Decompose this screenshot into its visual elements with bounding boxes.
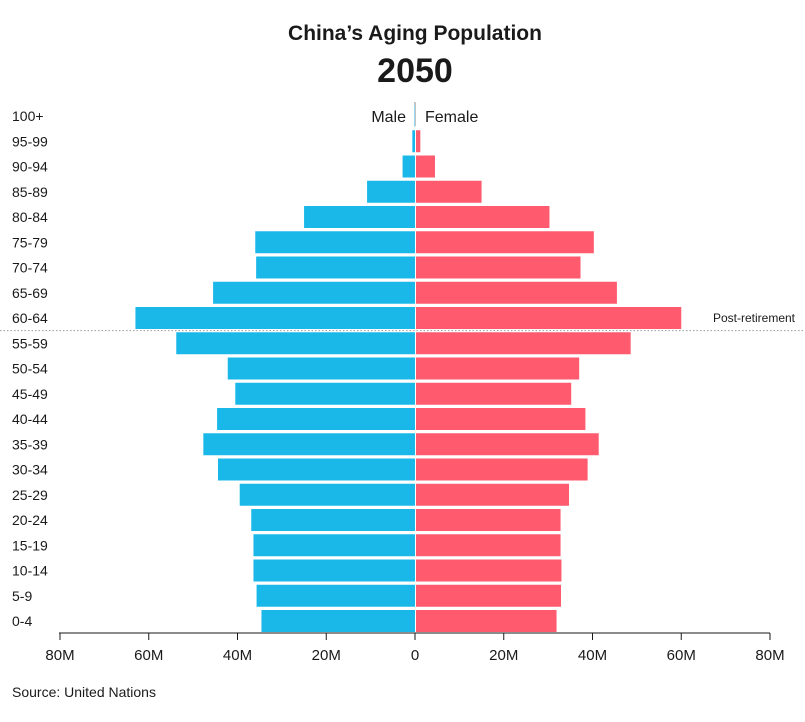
bar-female-30-34 bbox=[416, 458, 588, 481]
category-label-80-84: 80-84 bbox=[12, 209, 48, 225]
category-labels: 100+ 95-99 90-94 85-89 80-84 75-79 70-74 65-69 6… bbox=[12, 108, 48, 629]
legend-male-label: Male bbox=[371, 109, 406, 126]
x-tick-label-5: 20M bbox=[489, 647, 518, 664]
chart-title: China’s Aging Population bbox=[288, 22, 542, 45]
bar-male-40-44 bbox=[217, 408, 415, 430]
bar-female-80-84 bbox=[416, 206, 550, 228]
bar-male-65-69 bbox=[213, 281, 415, 304]
bar-male-45-49 bbox=[235, 382, 415, 405]
category-label-75-79: 75-79 bbox=[12, 234, 48, 250]
bar-female-60-64 bbox=[416, 307, 682, 329]
bar-female-20-24 bbox=[416, 509, 561, 531]
bar-male-90-94 bbox=[402, 155, 415, 178]
bar-male-70-74 bbox=[256, 256, 415, 279]
bar-female-0-4 bbox=[416, 610, 557, 632]
bar-female-40-44 bbox=[416, 408, 586, 430]
bar-male-80-84 bbox=[304, 206, 415, 228]
category-label-25-29: 25-29 bbox=[12, 487, 48, 503]
bar-female-65-69 bbox=[416, 281, 617, 304]
category-label-60-64: 60-64 bbox=[12, 310, 48, 326]
bars-layer bbox=[135, 105, 682, 632]
bar-male-75-79 bbox=[255, 231, 415, 254]
legend-female-label: Female bbox=[425, 109, 478, 126]
category-label-35-39: 35-39 bbox=[12, 436, 48, 452]
chart-subtitle: 2050 bbox=[377, 52, 453, 90]
bar-female-95-99 bbox=[416, 130, 421, 153]
bar-male-60-64 bbox=[135, 307, 415, 329]
category-label-5-9: 5-9 bbox=[12, 588, 32, 604]
bar-male-50-54 bbox=[227, 357, 415, 380]
category-label-40-44: 40-44 bbox=[12, 411, 48, 427]
bar-female-50-54 bbox=[416, 357, 580, 380]
x-tick-label-2: 40M bbox=[223, 647, 252, 664]
category-label-55-59: 55-59 bbox=[12, 335, 48, 351]
category-label-85-89: 85-89 bbox=[12, 184, 48, 200]
category-label-20-24: 20-24 bbox=[12, 512, 48, 528]
bar-female-15-19 bbox=[416, 534, 561, 557]
bar-male-15-19 bbox=[253, 534, 415, 557]
x-tick-label-1: 60M bbox=[134, 647, 163, 664]
bar-female-70-74 bbox=[416, 256, 581, 279]
post-retirement-annotation: Post-retirement bbox=[713, 311, 796, 325]
x-tick-label-6: 40M bbox=[578, 647, 607, 664]
category-label-0-4: 0-4 bbox=[12, 613, 32, 629]
category-label-70-74: 70-74 bbox=[12, 260, 48, 276]
bar-female-90-94 bbox=[416, 155, 435, 178]
category-label-50-54: 50-54 bbox=[12, 361, 48, 377]
category-label-90-94: 90-94 bbox=[12, 159, 48, 175]
bar-male-5-9 bbox=[256, 584, 415, 607]
bar-female-5-9 bbox=[416, 584, 561, 607]
category-label-95-99: 95-99 bbox=[12, 133, 48, 149]
category-label-45-49: 45-49 bbox=[12, 386, 48, 402]
category-label-10-14: 10-14 bbox=[12, 563, 48, 579]
bar-male-85-89 bbox=[367, 180, 415, 203]
bar-female-85-89 bbox=[416, 180, 482, 203]
category-label-30-34: 30-34 bbox=[12, 462, 48, 478]
bar-female-10-14 bbox=[416, 559, 562, 582]
bar-female-45-49 bbox=[416, 382, 572, 405]
x-tick-label-8: 80M bbox=[755, 647, 784, 664]
bar-male-95-99 bbox=[412, 130, 415, 153]
bar-male-55-59 bbox=[176, 332, 415, 355]
bar-male-0-4 bbox=[261, 610, 415, 632]
x-tick-label-3: 20M bbox=[312, 647, 341, 664]
bar-male-10-14 bbox=[253, 559, 415, 582]
x-tick-label-4: 0 bbox=[411, 647, 419, 664]
category-label-65-69: 65-69 bbox=[12, 285, 48, 301]
bar-female-55-59 bbox=[416, 332, 631, 355]
category-label-100-plus: 100+ bbox=[12, 108, 44, 124]
bar-female-75-79 bbox=[416, 231, 594, 254]
x-tick-label-0: 80M bbox=[45, 647, 74, 664]
x-axis-ticks: 80M 60M 40M 20M 0 20M 40M 60M 80M bbox=[45, 633, 785, 664]
bar-female-25-29 bbox=[416, 483, 569, 506]
category-label-15-19: 15-19 bbox=[12, 537, 48, 553]
bar-male-35-39 bbox=[203, 433, 415, 456]
bar-male-30-34 bbox=[217, 458, 415, 481]
source-note: Source: United Nations bbox=[12, 684, 156, 700]
bar-male-25-29 bbox=[239, 483, 415, 506]
bar-male-20-24 bbox=[251, 509, 415, 531]
bar-female-35-39 bbox=[416, 433, 599, 456]
x-tick-label-7: 60M bbox=[667, 647, 696, 664]
